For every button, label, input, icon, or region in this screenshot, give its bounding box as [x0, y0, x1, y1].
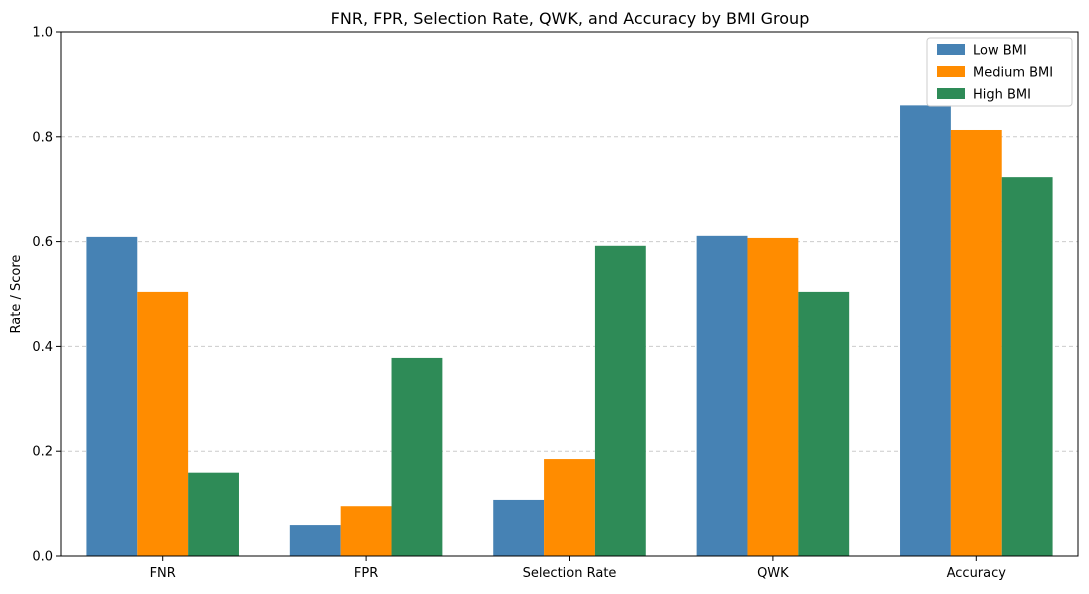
- bars: [86, 105, 1053, 557]
- y-ticks: 0.0 0.2 0.4 0.6 0.8 1.0: [32, 26, 61, 565]
- bar-medium-bmi-fpr: [340, 506, 392, 556]
- x-tick-label: Selection Rate: [523, 566, 617, 581]
- bar-high-bmi-accuracy: [1001, 177, 1053, 556]
- legend-swatch: [937, 66, 965, 77]
- bar-medium-bmi-qwk: [747, 237, 799, 556]
- y-tick-label: 0.8: [32, 130, 53, 145]
- legend-swatch: [937, 88, 965, 99]
- bar-high-bmi-fnr: [188, 472, 239, 556]
- bar-high-bmi-selection-rate: [594, 245, 646, 557]
- y-tick-label: 1.0: [32, 26, 53, 41]
- bar-medium-bmi-selection-rate: [544, 459, 595, 556]
- x-ticks: FNR FPR Selection Rate QWK Accuracy: [150, 556, 1007, 581]
- legend: Low BMI Medium BMI High BMI: [926, 37, 1073, 107]
- y-tick-label: 0.4: [32, 340, 53, 355]
- y-tick-label: 0.0: [32, 550, 53, 565]
- bar-high-bmi-fpr: [391, 357, 443, 556]
- y-tick-label: 0.6: [32, 235, 53, 250]
- bar-low-bmi-fnr: [86, 236, 138, 556]
- bar-medium-bmi-accuracy: [950, 129, 1002, 556]
- y-axis-label: Rate / Score: [9, 255, 24, 334]
- legend-label: Medium BMI: [973, 66, 1053, 81]
- bar-high-bmi-qwk: [798, 291, 850, 556]
- bar-low-bmi-accuracy: [900, 105, 951, 557]
- chart-title: FNR, FPR, Selection Rate, QWK, and Accur…: [331, 9, 810, 28]
- x-tick-label: FPR: [354, 566, 378, 581]
- bar-low-bmi-fpr: [289, 525, 341, 556]
- x-tick-label: FNR: [150, 566, 176, 581]
- bar-low-bmi-qwk: [696, 235, 748, 556]
- x-tick-label: QWK: [757, 566, 789, 581]
- bar-low-bmi-selection-rate: [493, 499, 545, 556]
- y-tick-label: 0.2: [32, 445, 53, 460]
- legend-label: High BMI: [973, 88, 1031, 103]
- legend-label: Low BMI: [973, 44, 1027, 59]
- bar-medium-bmi-fnr: [137, 291, 189, 556]
- x-tick-label: Accuracy: [947, 566, 1007, 581]
- legend-swatch: [937, 44, 965, 55]
